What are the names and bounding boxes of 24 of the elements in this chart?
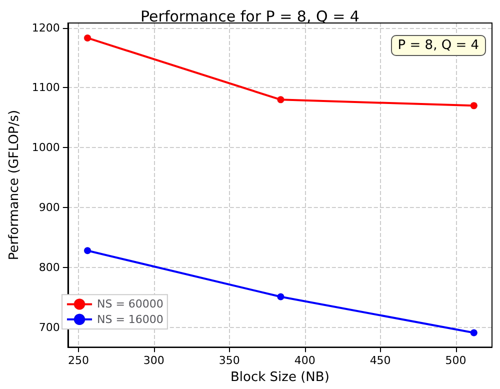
- legend-label: NS = 60000: [97, 298, 164, 311]
- x-axis-title: Block Size (NB): [230, 370, 330, 385]
- x-tick-label: 300: [143, 354, 164, 368]
- point: [470, 329, 478, 336]
- y-axis-title: Performance (GFLOP/s): [7, 110, 22, 260]
- point: [277, 96, 284, 104]
- point: [470, 102, 478, 110]
- x-tick-label: 500: [445, 354, 466, 368]
- annotation: P = 8, Q = 4: [390, 35, 486, 56]
- point: [277, 293, 284, 300]
- chart-title: Performance for P = 8, Q = 4: [140, 8, 360, 26]
- y-tick-label: 900: [38, 201, 60, 214]
- x-tick-label: 450: [370, 354, 391, 368]
- y-tick-label: 1200: [32, 21, 60, 34]
- y-tick-label: 800: [38, 260, 60, 274]
- x-tick-label: 250: [68, 354, 89, 368]
- x-tick-label: 400: [294, 354, 316, 368]
- y-tick-label: 1100: [32, 81, 60, 94]
- point: [84, 34, 92, 42]
- legend-label: NS = 16000: [97, 312, 164, 326]
- y-tick-label: 1000: [32, 141, 60, 154]
- point: [84, 247, 92, 254]
- y-tick-label: 700: [38, 320, 60, 334]
- x-tick-label: 350: [218, 354, 240, 368]
